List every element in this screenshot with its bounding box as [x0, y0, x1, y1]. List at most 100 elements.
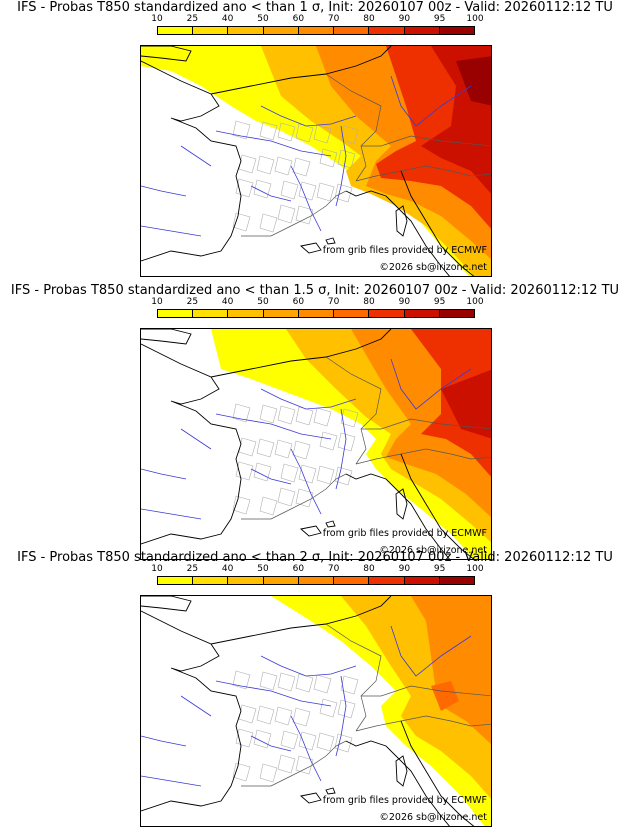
country-border — [355, 715, 491, 732]
department-border — [337, 432, 356, 452]
country-border — [325, 356, 382, 465]
river — [335, 675, 347, 757]
coastline — [141, 60, 242, 262]
panel-title: IFS - Probas T850 standardized ano < tha… — [17, 550, 613, 565]
probability-area — [411, 596, 491, 745]
probability-area — [441, 369, 491, 439]
department-border — [295, 205, 314, 225]
colorbar-tick: 25 — [186, 297, 199, 307]
department-border — [238, 704, 257, 724]
department-border — [340, 408, 359, 428]
river — [260, 655, 357, 677]
department-border — [313, 407, 332, 427]
coastline — [141, 596, 192, 612]
department-border — [298, 181, 317, 201]
river — [141, 735, 187, 747]
river — [335, 408, 347, 490]
colorbar — [157, 576, 475, 585]
country-border — [361, 418, 491, 430]
colorbar-tick: 10 — [151, 564, 163, 574]
colorbar-tick: 60 — [292, 564, 305, 574]
colorbar-tick: 90 — [398, 564, 411, 574]
river — [390, 625, 472, 677]
department-border — [280, 463, 299, 483]
department-border — [232, 212, 251, 232]
colorbar-tick: 95 — [433, 564, 446, 574]
department-border — [316, 182, 335, 202]
copyright-credit: ©2026 sb@irizone.net — [379, 545, 487, 556]
department-border — [295, 488, 314, 508]
colorbar-segment — [263, 27, 299, 34]
colorbar-segment — [158, 310, 194, 317]
colorbar-segment — [439, 577, 474, 584]
country-border — [325, 623, 382, 732]
department-border — [274, 439, 293, 459]
colorbar-segment — [298, 310, 335, 317]
colorbar-tick: 50 — [257, 297, 269, 307]
map-canvas — [141, 46, 491, 276]
country-border — [325, 73, 382, 182]
source-credit: from grib files provided by ECMWF — [322, 795, 487, 806]
department-border — [259, 404, 278, 424]
colorbar-segment — [404, 27, 440, 34]
river — [335, 125, 347, 207]
coastline — [400, 453, 475, 559]
department-border — [292, 157, 311, 177]
copyright-credit: ©2026 sb@irizone.net — [379, 812, 487, 823]
river — [180, 695, 212, 717]
coastline — [141, 343, 242, 545]
coastline — [345, 473, 450, 559]
department-border — [238, 437, 257, 457]
probability-map: from grib files provided by ECMWF ©2026 … — [140, 595, 492, 827]
probability-map: from grib files provided by ECMWF ©2026 … — [140, 328, 492, 560]
river — [260, 105, 357, 127]
department-border — [259, 763, 278, 783]
colorbar-ticks: 10 25 40 50 60 70 80 90 95 100 — [151, 14, 483, 26]
department-border — [256, 705, 275, 725]
colorbar-tick: 95 — [433, 297, 446, 307]
corsica-coast — [395, 488, 408, 520]
department-border — [253, 462, 272, 482]
department-border — [259, 496, 278, 516]
colorbar-segment — [404, 577, 440, 584]
river — [290, 715, 322, 782]
colorbar-segment — [263, 577, 299, 584]
department-border — [292, 707, 311, 727]
river — [250, 735, 292, 752]
river — [180, 428, 212, 450]
forecast-panel-2: IFS - Probas T850 standardized ano < tha… — [0, 283, 630, 560]
department-border — [295, 406, 314, 426]
colorbar-tick: 70 — [327, 564, 340, 574]
colorbar-tick: 50 — [257, 564, 269, 574]
country-border — [355, 448, 491, 465]
country-border — [361, 685, 491, 697]
colorbar-segment — [193, 310, 229, 317]
department-border — [259, 213, 278, 233]
panel-title: IFS - Probas T850 standardized ano < tha… — [17, 0, 613, 15]
department-border — [277, 122, 296, 142]
colorbar-tick: 60 — [292, 297, 305, 307]
coastline — [141, 329, 192, 345]
colorbar-segment — [439, 27, 474, 34]
river — [215, 130, 332, 157]
colorbar-segment — [228, 27, 264, 34]
source-credit: from grib files provided by ECMWF — [322, 528, 487, 539]
department-border — [253, 729, 272, 749]
colorbar-tick: 80 — [363, 564, 375, 574]
probability-area — [456, 56, 491, 106]
colorbar-segment — [193, 577, 229, 584]
colorbar-segment — [369, 310, 405, 317]
river — [290, 165, 322, 232]
copyright-credit: ©2026 sb@irizone.net — [379, 262, 487, 273]
department-border — [232, 403, 251, 423]
department-border — [277, 204, 296, 224]
river — [390, 358, 472, 410]
department-border — [295, 673, 314, 693]
department-border — [280, 180, 299, 200]
map-canvas — [141, 596, 491, 826]
colorbar-tick: 90 — [398, 297, 411, 307]
colorbar-segment — [334, 310, 370, 317]
colorbar-tick: 100 — [466, 564, 484, 574]
colorbar-segment — [228, 310, 264, 317]
department-border — [319, 148, 338, 168]
